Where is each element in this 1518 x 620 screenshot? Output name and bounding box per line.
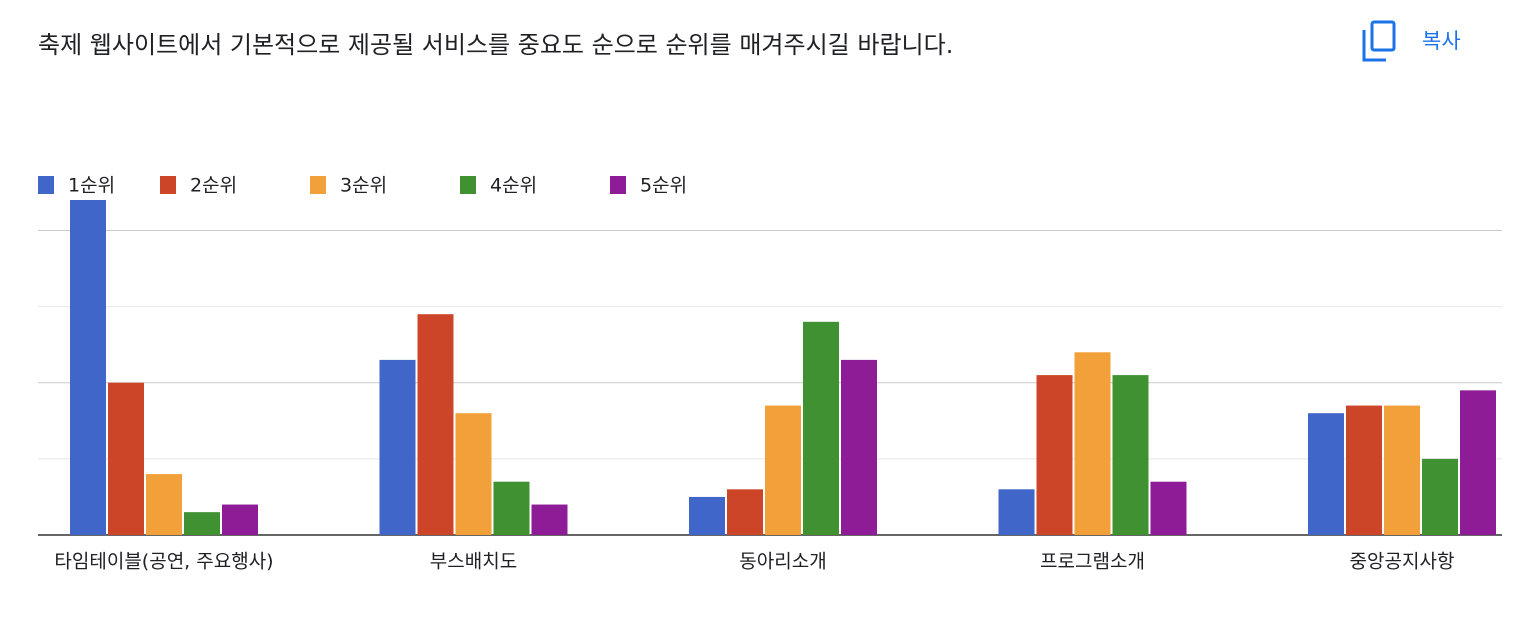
bar [1308,413,1344,535]
bar [379,359,416,535]
legend-label: 1순위 [68,175,115,197]
legend-label: 2순위 [190,175,237,197]
bar [998,489,1035,535]
bar [1346,405,1382,535]
bar [455,413,492,535]
copy-icon-back [1362,30,1386,62]
bar [841,359,877,535]
copy-label[interactable]: 복사 [1422,29,1461,53]
legend-swatch [160,176,176,194]
bar [70,200,106,535]
x-tick-label: 프로그램소개 [1040,551,1145,573]
legend-label: 3순위 [340,175,387,197]
bar [493,481,530,535]
legend-swatch [610,176,626,194]
bar [1384,405,1420,535]
copy-button[interactable]: 복사 [1362,20,1461,62]
x-tick-label: 중앙공지사항 [1350,551,1455,573]
legend-swatch [38,176,54,194]
legend-swatch [460,176,476,194]
copy-icon [1370,20,1396,52]
legend-label: 5순위 [640,175,687,197]
bar [727,489,763,535]
bar [1074,352,1111,535]
bar [1150,481,1187,535]
bar [184,512,220,535]
bar [222,504,258,535]
legend-swatch [310,176,326,194]
chart-title: 축제 웹사이트에서 기본적으로 제공될 서비스를 중요도 순으로 순위를 매겨주… [38,31,953,59]
bar [108,382,144,535]
x-tick-label: 동아리소개 [739,551,826,573]
bar [417,314,454,535]
bar [1460,390,1496,535]
x-tick-label: 부스배치도 [430,551,517,573]
bar [531,504,568,535]
bar [803,321,839,535]
bar [146,474,182,535]
bar [1036,375,1073,535]
x-tick-label: 타임테이블(공연, 주요행사) [54,551,273,573]
bar [765,405,801,535]
bar [1422,458,1458,535]
bar [1112,375,1149,535]
bar [689,496,725,535]
legend-label: 4순위 [490,175,537,197]
